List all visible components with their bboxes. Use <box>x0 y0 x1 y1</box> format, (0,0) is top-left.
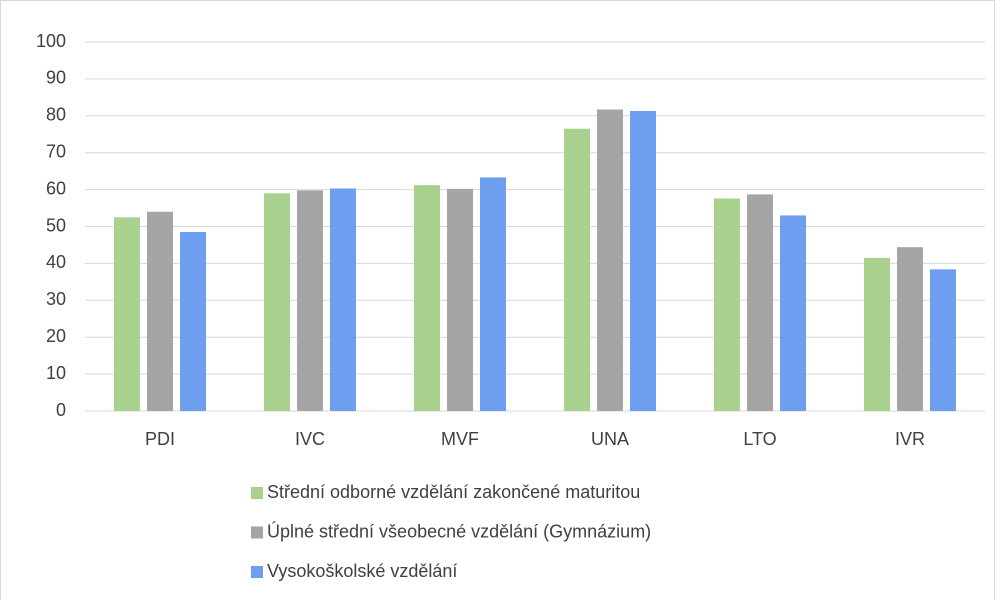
bar <box>597 109 623 411</box>
x-tick-label: MVF <box>441 429 479 449</box>
y-tick-label: 40 <box>46 252 66 272</box>
bar <box>564 128 590 411</box>
bar <box>930 269 956 411</box>
y-tick-label: 30 <box>46 289 66 309</box>
y-tick-label: 50 <box>46 215 66 235</box>
bar <box>180 232 206 411</box>
y-tick-label: 80 <box>46 105 66 125</box>
legend-swatch <box>251 526 263 539</box>
bar <box>447 188 473 411</box>
bar <box>480 177 506 411</box>
bar <box>747 194 773 411</box>
legend-label: Vysokoškolské vzdělání <box>267 561 457 581</box>
bar <box>330 188 356 411</box>
bar <box>414 185 440 411</box>
y-tick-label: 90 <box>46 68 66 88</box>
x-tick-label: UNA <box>591 429 629 449</box>
legend-label: Střední odborné vzdělání zakončené matur… <box>267 482 640 502</box>
legend-swatch <box>251 487 263 499</box>
bar <box>630 111 656 412</box>
bar <box>147 211 173 411</box>
x-tick-label: LTO <box>743 429 776 449</box>
x-tick-label: IVC <box>295 429 325 449</box>
bar <box>114 217 140 411</box>
x-tick-label: PDI <box>145 429 175 449</box>
legend-label: Úplné střední všeobecné vzdělání (Gymnáz… <box>267 520 651 541</box>
y-tick-label: 60 <box>46 178 66 198</box>
x-tick-label: IVR <box>895 429 925 449</box>
y-tick-label: 70 <box>46 141 66 161</box>
y-tick-label: 0 <box>56 400 66 420</box>
y-tick-label: 20 <box>46 326 66 346</box>
y-tick-label: 100 <box>36 31 66 51</box>
bar <box>297 190 323 411</box>
bar <box>780 215 806 411</box>
bar <box>714 198 740 411</box>
y-tick-label: 10 <box>46 363 66 383</box>
bar <box>864 257 890 411</box>
bar <box>264 193 290 411</box>
legend-swatch <box>251 566 263 578</box>
bar <box>897 247 923 411</box>
